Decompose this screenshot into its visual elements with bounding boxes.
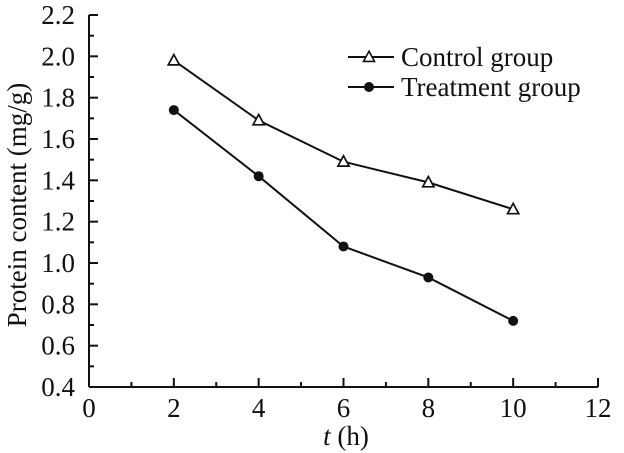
control-data-point bbox=[336, 154, 351, 167]
y-axis-title: Protein content (mg/g) bbox=[2, 83, 32, 327]
legend: Control group Treatment group bbox=[348, 42, 581, 102]
x-tick-label: 12 bbox=[585, 393, 612, 423]
y-tick-label: 1.4 bbox=[41, 165, 75, 195]
control-data-point bbox=[506, 201, 521, 215]
open-triangle-marker-icon bbox=[348, 49, 394, 63]
treatment-data-point bbox=[338, 241, 349, 252]
x-tick-label: 6 bbox=[337, 393, 351, 423]
legend-label-control: Control group bbox=[401, 41, 554, 72]
y-tick-label: 1.0 bbox=[41, 248, 75, 278]
y-tick-label: 1.2 bbox=[41, 207, 75, 237]
legend-label-treatment: Treatment group bbox=[401, 71, 581, 102]
y-tick-label: 0.4 bbox=[41, 372, 75, 402]
filled-circle-marker-icon bbox=[348, 82, 394, 92]
x-tick-label: 8 bbox=[422, 393, 436, 423]
treatment-data-point bbox=[168, 105, 179, 116]
y-tick-label: 0.6 bbox=[41, 331, 75, 361]
legend-item-control: Control group bbox=[348, 42, 581, 72]
y-tick-label: 1.6 bbox=[41, 124, 75, 154]
y-tick-label: 1.8 bbox=[41, 83, 75, 113]
treatment-data-point bbox=[423, 272, 434, 283]
control-data-point bbox=[421, 174, 436, 188]
control-data-point bbox=[251, 112, 266, 126]
y-tick-label: 2.0 bbox=[41, 41, 75, 71]
x-tick-label: 2 bbox=[167, 393, 181, 423]
x-tick-label: 10 bbox=[500, 393, 527, 423]
control-data-point bbox=[166, 52, 181, 66]
y-tick-label: 0.8 bbox=[41, 289, 75, 319]
treatment-data-point bbox=[508, 315, 519, 326]
y-tick-label: 2.2 bbox=[41, 0, 75, 30]
x-tick-label: 0 bbox=[82, 393, 96, 423]
legend-item-treatment: Treatment group bbox=[348, 72, 581, 102]
x-axis-title: t (h) bbox=[323, 421, 369, 451]
series-line-treatment bbox=[173, 109, 514, 322]
treatment-data-point bbox=[253, 171, 264, 182]
x-tick-label: 4 bbox=[252, 393, 266, 423]
